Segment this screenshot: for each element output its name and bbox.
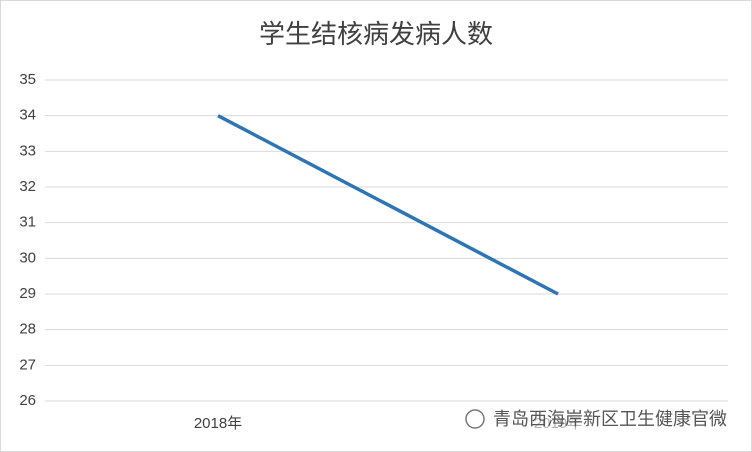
watermark-icon: [465, 409, 485, 429]
y-tick-label: 34: [19, 107, 36, 124]
chart-title: 学生结核病发病人数: [259, 19, 493, 49]
y-tick-label: 32: [19, 178, 36, 195]
y-tick-label: 30: [19, 249, 36, 266]
y-tick-label: 28: [19, 321, 36, 338]
y-tick-label: 27: [19, 356, 36, 373]
y-tick-label: 33: [19, 142, 36, 159]
y-tick-label: 35: [19, 71, 36, 88]
y-tick-label: 29: [19, 285, 36, 302]
watermark: 青岛西海岸新区卫生健康官微: [493, 409, 727, 429]
data-line: [217, 114, 559, 296]
watermark-bg: [455, 404, 745, 434]
y-tick-label: 31: [19, 214, 36, 231]
x-tick-label: 2018年: [194, 415, 242, 432]
y-tick-label: 26: [19, 392, 36, 409]
